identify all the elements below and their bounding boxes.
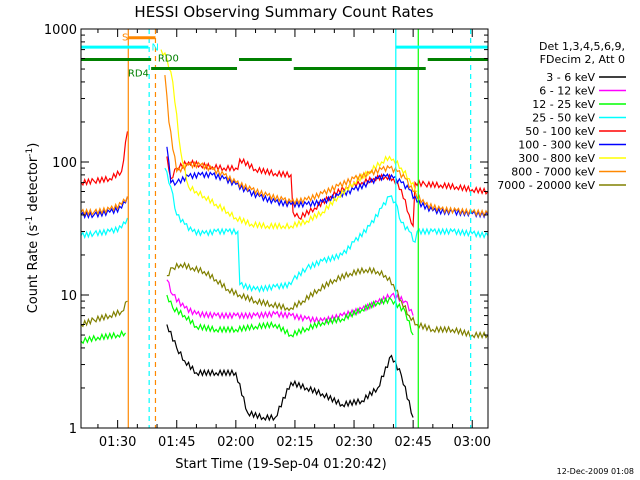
chart-title: HESSI Observing Summary Count Rates (134, 3, 433, 21)
y-axis-label: Count Rate (s-1 detector-1) (25, 143, 41, 314)
legend-label-1: 3 - 6 keV (546, 71, 595, 84)
legend-label-7: 300 - 800 keV (518, 152, 595, 165)
y-tick-label-2: 10 (60, 289, 77, 304)
series-line-6 (81, 146, 488, 220)
series-line-1 (166, 324, 414, 422)
legend-label-8: 800 - 7000 keV (511, 166, 595, 179)
legend-header-2: FDecim 2, Att 0 (540, 53, 625, 66)
legend-label-6: 100 - 300 keV (518, 139, 595, 152)
x-tick-label-7: 03:00 (454, 435, 491, 450)
mode-label-1: S (122, 32, 128, 43)
y-tick-label-1: 1 (69, 422, 77, 437)
legend-header-1: Det 1,3,4,5,6,9, (539, 40, 625, 53)
plot-frame (80, 28, 489, 429)
series-line-7 (160, 49, 418, 231)
footer-timestamp: 12-Dec-2009 01:08 (557, 467, 634, 476)
legend-label-5: 50 - 100 keV (525, 125, 595, 138)
x-axis-label: Start Time (19-Sep-04 01:20:42) (175, 457, 386, 472)
x-tick-label-1: 01:30 (99, 435, 136, 450)
x-tick-label-5: 02:30 (335, 435, 372, 450)
series-line-9 (81, 261, 488, 340)
x-tick-label-4: 02:15 (276, 435, 313, 450)
mode-label-2: N (152, 42, 159, 53)
series-line-3 (81, 294, 414, 345)
series-line-4 (81, 167, 488, 294)
series-line-5 (81, 131, 488, 228)
x-tick-label-2: 01:45 (158, 435, 195, 450)
legend-label-3: 12 - 25 keV (532, 98, 595, 111)
y-tick-label-3: 100 (52, 156, 77, 171)
mode-label-4: RD4 (128, 69, 149, 80)
mode-label-3: RD0 (158, 54, 179, 65)
y-tick-label-4: 1000 (44, 23, 77, 38)
x-tick-label-6: 02:45 (394, 435, 431, 450)
plot-area (81, 29, 488, 428)
x-tick-label-3: 02:00 (217, 435, 254, 450)
legend: Det 1,3,4,5,6,9, FDecim 2, Att 0 3 - 6 k… (497, 40, 626, 192)
legend-label-4: 25 - 50 keV (532, 112, 595, 125)
series-line-2 (166, 279, 414, 325)
legend-label-9: 7000 - 20000 keV (497, 179, 595, 192)
legend-label-2: 6 - 12 keV (539, 85, 595, 98)
series-line-8 (81, 75, 488, 218)
